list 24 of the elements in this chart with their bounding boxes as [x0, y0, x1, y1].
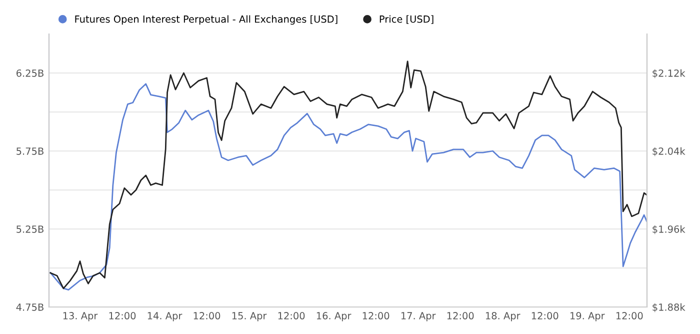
x-tick-label: 12:00: [447, 312, 474, 320]
legend-label: Price [USD]: [380, 15, 434, 24]
y-tick-label: 5.75B: [16, 148, 44, 155]
x-tick-label: 12:00: [278, 312, 305, 320]
x-tick-label: 12:00: [109, 312, 136, 320]
legend-label: Futures Open Interest Perpetual - All Exchanges [USD]: [75, 15, 338, 25]
x-tick-label: 16. Apr: [316, 312, 352, 322]
y2-tick-label: $2.04k: [652, 147, 686, 156]
x-tick-label: 12:00: [616, 312, 643, 320]
x-tick-label: 18. Apr: [486, 312, 520, 322]
x-tick-label: 13. Apr: [63, 312, 98, 322]
x-tick-label: 12:00: [194, 312, 220, 320]
x-tick-label: 12:00: [532, 312, 558, 320]
y2-tick-label: $1.96k: [652, 225, 686, 234]
x-tick-label: 17. Apr: [401, 312, 436, 322]
x-tick-label: 15. Apr: [232, 312, 267, 322]
x-tick-label: 19. Apr: [570, 312, 605, 322]
x-tick-label: 14. Apr: [148, 312, 182, 322]
y-tick-label: 4.75B: [16, 304, 44, 311]
x-tick-label: 12:00: [362, 312, 390, 320]
y-tick-label: 5.25B: [16, 225, 44, 233]
y-tick-label: 6.25B: [16, 69, 44, 77]
y2-tick-label: $1.88k: [652, 303, 686, 312]
y2-tick-label: $2.12k: [652, 69, 686, 78]
